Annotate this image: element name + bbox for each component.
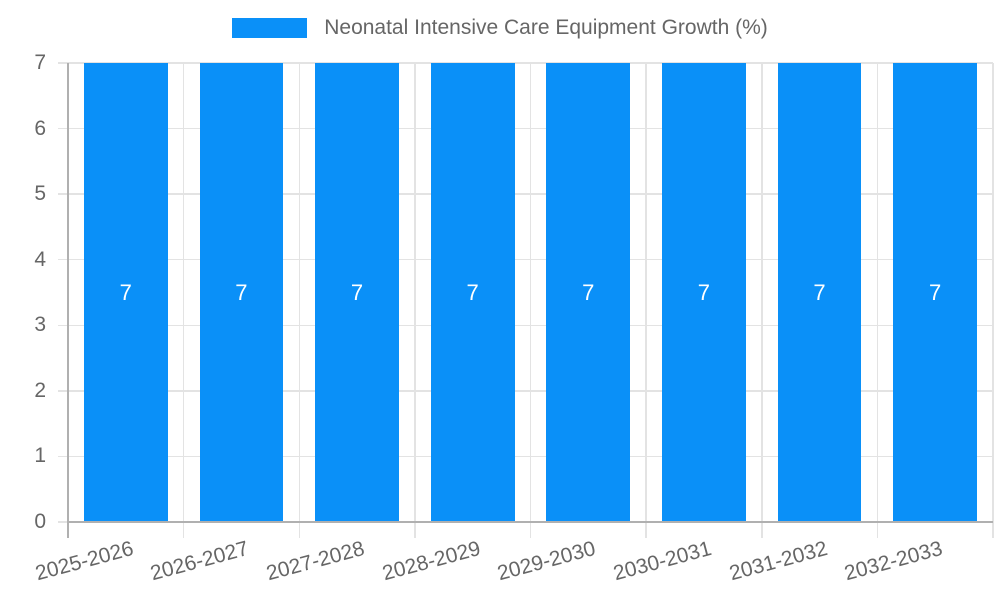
bar-value-label: 7	[350, 279, 364, 305]
x-axis-tick	[529, 522, 532, 538]
y-tick-label: 1	[34, 444, 46, 468]
y-gridline	[58, 193, 993, 195]
y-gridline	[58, 324, 993, 327]
y-gridline	[58, 390, 993, 392]
bar-value-label: 7	[466, 279, 479, 305]
bar[interactable]: 7	[546, 63, 631, 522]
bar-value-label: 7	[813, 279, 826, 305]
bar[interactable]: 7	[83, 63, 168, 522]
bar-value-label: 7	[582, 279, 595, 305]
y-tick-label: 6	[34, 116, 46, 140]
x-axis-tick	[298, 522, 300, 538]
x-axis-tick	[182, 522, 185, 538]
legend[interactable]: Neonatal Intensive Care Equipment Growth…	[0, 16, 1000, 40]
x-gridline	[529, 63, 532, 522]
bar[interactable]: 7	[893, 63, 978, 522]
bar[interactable]: 7	[199, 63, 284, 522]
y-tick-label: 4	[34, 247, 46, 271]
x-axis-tick	[761, 522, 763, 538]
x-gridline	[992, 63, 994, 522]
x-gridline	[876, 63, 879, 522]
x-gridline	[761, 63, 763, 522]
x-tick-label: 2025-2026	[32, 537, 136, 586]
y-axis-line	[67, 63, 69, 538]
y-tick-label: 2	[34, 378, 46, 402]
bar[interactable]: 7	[662, 63, 746, 522]
x-gridline	[298, 63, 300, 522]
y-tick-label: 5	[34, 182, 46, 206]
y-tick-label: 7	[34, 51, 46, 74]
x-tick-label: 2027-2028	[264, 537, 368, 586]
x-tick-label: 2032-2033	[842, 537, 946, 586]
bar-value-label: 7	[697, 279, 711, 305]
x-gridline	[645, 63, 647, 522]
x-axis-line	[67, 521, 993, 523]
x-gridline	[182, 63, 185, 522]
y-gridline	[58, 62, 993, 64]
x-axis-tick	[876, 522, 879, 538]
x-tick-label: 2031-2032	[726, 537, 830, 586]
bar[interactable]: 7	[430, 63, 515, 522]
bar-value-label: 7	[119, 279, 132, 305]
bar[interactable]: 7	[315, 63, 399, 522]
x-tick-label: 2028-2029	[379, 537, 483, 586]
y-gridline	[58, 455, 993, 458]
bar-value-label: 7	[929, 279, 942, 305]
x-axis-tick	[645, 522, 647, 538]
x-tick-label: 2030-2031	[610, 537, 714, 586]
bar-value-label: 7	[235, 279, 248, 305]
y-tick-label: 3	[34, 313, 46, 337]
x-axis-tick	[414, 522, 416, 538]
legend-swatch	[232, 18, 308, 38]
y-gridline	[58, 258, 993, 261]
legend-label: Neonatal Intensive Care Equipment Growth…	[324, 16, 768, 39]
x-gridline	[414, 63, 416, 522]
x-tick-label: 2026-2027	[148, 537, 252, 586]
y-gridline	[58, 127, 993, 130]
y-tick-label: 0	[34, 510, 46, 533]
x-axis-tick	[992, 522, 994, 538]
bar[interactable]: 7	[777, 63, 862, 522]
x-tick-label: 2029-2030	[495, 537, 599, 586]
